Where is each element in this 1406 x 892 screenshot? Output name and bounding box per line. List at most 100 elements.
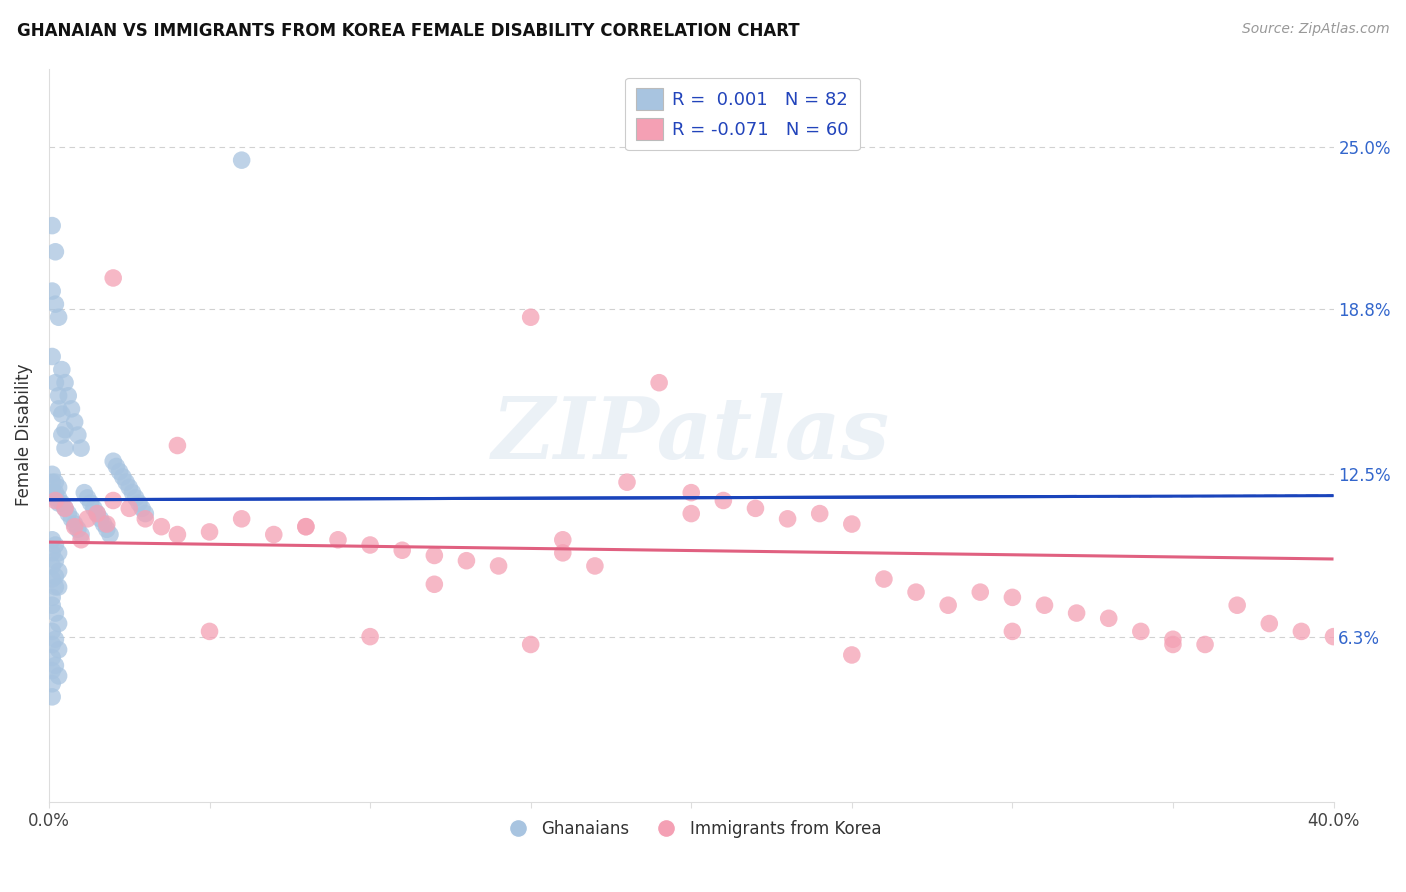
Point [124, 491, 146, 505]
Point [48, 580, 70, 594]
Point [93, 517, 115, 532]
Point [86, 507, 108, 521]
Point [53, 441, 76, 455]
Point [1161, 632, 1184, 647]
Point [423, 577, 446, 591]
Point [519, 638, 541, 652]
Point [70, 533, 93, 547]
Point [681, 485, 703, 500]
Point [41, 546, 63, 560]
Text: Source: ZipAtlas.com: Source: ZipAtlas.com [1241, 22, 1389, 37]
Point [1001, 624, 1024, 639]
Point [41, 650, 63, 665]
Point [108, 465, 131, 479]
Point [48, 642, 70, 657]
Point [616, 475, 638, 490]
Point [166, 438, 188, 452]
Point [519, 310, 541, 325]
Point [808, 507, 831, 521]
Point [44, 493, 66, 508]
Point [44, 658, 66, 673]
Point [391, 543, 413, 558]
Point [63, 519, 86, 533]
Point [48, 669, 70, 683]
Point [128, 496, 150, 510]
Point [1258, 616, 1281, 631]
Point [41, 558, 63, 573]
Point [41, 572, 63, 586]
Point [231, 512, 253, 526]
Point [44, 569, 66, 583]
Point [198, 524, 221, 539]
Point [48, 389, 70, 403]
Point [295, 519, 318, 533]
Point [295, 519, 318, 533]
Point [48, 491, 70, 505]
Point [41, 284, 63, 298]
Point [73, 485, 96, 500]
Point [583, 558, 606, 573]
Point [648, 376, 671, 390]
Point [681, 507, 703, 521]
Point [551, 546, 574, 560]
Point [1129, 624, 1152, 639]
Point [1291, 624, 1313, 639]
Point [198, 624, 221, 639]
Point [1066, 606, 1088, 620]
Point [96, 517, 118, 532]
Point [53, 501, 76, 516]
Point [41, 533, 63, 547]
Point [80, 496, 103, 510]
Point [44, 632, 66, 647]
Point [118, 501, 141, 516]
Point [1226, 598, 1249, 612]
Point [111, 470, 134, 484]
Point [44, 475, 66, 490]
Point [263, 527, 285, 541]
Point [1033, 598, 1056, 612]
Point [44, 485, 66, 500]
Point [44, 538, 66, 552]
Point [96, 522, 118, 536]
Point [48, 616, 70, 631]
Point [48, 496, 70, 510]
Point [166, 527, 188, 541]
Point [41, 677, 63, 691]
Point [70, 441, 93, 455]
Point [841, 517, 863, 532]
Point [51, 407, 73, 421]
Point [121, 485, 143, 500]
Point [776, 512, 799, 526]
Point [48, 546, 70, 560]
Point [76, 491, 98, 505]
Point [905, 585, 928, 599]
Point [118, 480, 141, 494]
Point [359, 538, 381, 552]
Point [66, 428, 89, 442]
Point [41, 598, 63, 612]
Point [51, 428, 73, 442]
Point [841, 648, 863, 662]
Legend: Ghanaians, Immigrants from Korea: Ghanaians, Immigrants from Korea [495, 814, 887, 845]
Point [58, 389, 80, 403]
Point [44, 554, 66, 568]
Point [105, 459, 128, 474]
Point [51, 362, 73, 376]
Point [41, 467, 63, 482]
Point [134, 512, 156, 526]
Point [1322, 630, 1344, 644]
Point [115, 475, 138, 490]
Point [744, 501, 766, 516]
Point [231, 153, 253, 168]
Point [48, 401, 70, 416]
Point [551, 533, 574, 547]
Text: ZIPatlas: ZIPatlas [492, 393, 890, 477]
Point [326, 533, 349, 547]
Point [423, 549, 446, 563]
Point [44, 297, 66, 311]
Point [44, 606, 66, 620]
Point [1001, 591, 1024, 605]
Point [103, 271, 125, 285]
Point [41, 219, 63, 233]
Point [66, 522, 89, 536]
